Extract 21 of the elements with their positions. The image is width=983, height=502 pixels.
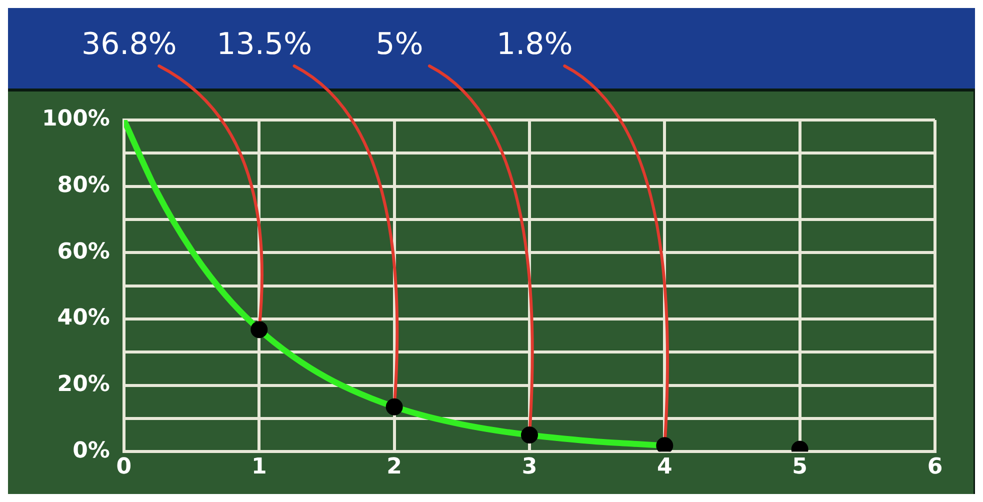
x-tick-label: 0 xyxy=(116,454,132,480)
x-tick-label: 3 xyxy=(522,454,538,480)
y-tick-label: 40% xyxy=(57,306,110,331)
x-tick-label: 6 xyxy=(927,454,943,480)
y-tick-label: 100% xyxy=(42,106,110,132)
point xyxy=(250,321,268,338)
point xyxy=(386,398,403,416)
y-tick-label: 80% xyxy=(57,173,110,198)
point xyxy=(520,426,538,444)
annotation: 13.5% xyxy=(216,26,312,62)
y-tick-label: 60% xyxy=(57,239,110,264)
x-tick-label: 4 xyxy=(657,454,672,480)
y-tick-label: 0% xyxy=(72,438,110,464)
x-tick-label: 1 xyxy=(251,454,267,480)
annotation: 1.8% xyxy=(496,26,573,62)
annotation: 36.8% xyxy=(81,26,177,62)
point xyxy=(656,437,674,452)
x-tick-label: 5 xyxy=(792,454,808,480)
y-tick-label: 20% xyxy=(57,372,110,397)
x-tick-label: 2 xyxy=(386,454,402,480)
annotation: 5% xyxy=(376,26,424,62)
